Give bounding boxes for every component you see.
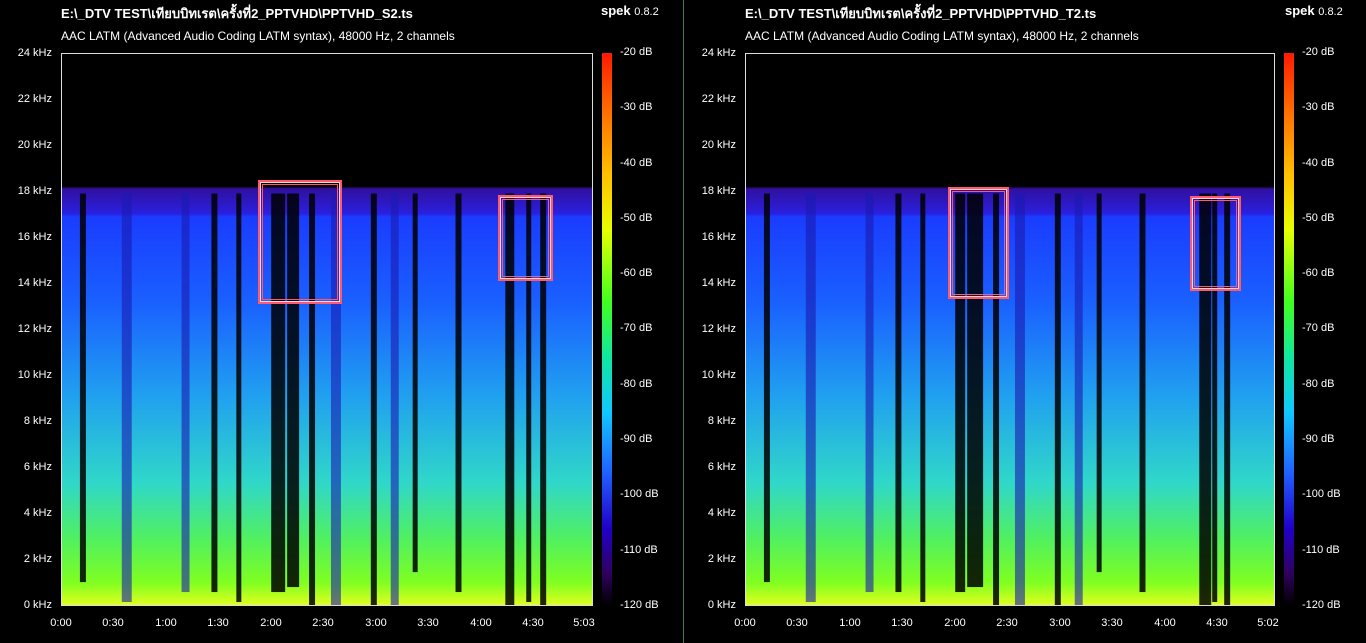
x-tick-label: 5:03 xyxy=(573,617,595,629)
y-tick-label: 22 kHz xyxy=(701,93,736,105)
y-tick-label: 6 kHz xyxy=(707,461,736,473)
app-name: spek xyxy=(1285,3,1315,18)
y-tick-label: 0 kHz xyxy=(707,599,736,611)
colorbar xyxy=(1284,53,1294,606)
x-tick-label: 4:00 xyxy=(470,617,492,629)
y-tick-label: 16 kHz xyxy=(17,231,52,243)
db-tick-label: -50 dB xyxy=(1302,212,1335,224)
app-version-label: spek 0.8.2 xyxy=(601,3,659,18)
db-tick-label: -100 dB xyxy=(620,488,659,500)
x-tick-label: 2:30 xyxy=(996,617,1018,629)
y-tick-label: 10 kHz xyxy=(701,369,736,381)
app-name: spek xyxy=(601,3,631,18)
db-tick-label: -20 dB xyxy=(620,46,653,58)
y-tick-label: 12 kHz xyxy=(17,323,52,335)
x-tick-label: 3:30 xyxy=(417,617,439,629)
x-tick-label: 3:00 xyxy=(1049,617,1071,629)
spectrogram-panel-left: E:\_DTV TEST\เทียบบิทเรต\ครั้งที่2_PPTVH… xyxy=(17,3,659,629)
y-tick-label: 2 kHz xyxy=(707,553,736,565)
y-tick-label: 24 kHz xyxy=(17,47,52,59)
app-version-label: spek 0.8.2 xyxy=(1285,3,1343,18)
db-tick-label: -60 dB xyxy=(620,267,653,279)
x-tick-label: 3:30 xyxy=(1101,617,1123,629)
x-tick-label: 1:30 xyxy=(207,617,229,629)
db-tick-label: -90 dB xyxy=(620,433,653,445)
db-tick-label: -20 dB xyxy=(1302,46,1335,58)
db-tick-label: -100 dB xyxy=(1302,488,1341,500)
audio-format-info: AAC LATM (Advanced Audio Coding LATM syn… xyxy=(61,29,455,43)
y-tick-label: 0 kHz xyxy=(23,599,52,611)
y-tick-label: 20 kHz xyxy=(17,139,52,151)
x-tick-label: 0:30 xyxy=(102,617,124,629)
highlight-box xyxy=(948,187,1009,299)
y-tick-label: 14 kHz xyxy=(701,277,736,289)
x-tick-label: 2:00 xyxy=(944,617,966,629)
db-tick-label: -120 dB xyxy=(620,599,659,611)
y-tick-label: 6 kHz xyxy=(23,461,52,473)
db-tick-label: -70 dB xyxy=(1302,322,1335,334)
db-tick-label: -60 dB xyxy=(1302,267,1335,279)
x-tick-label: 1:30 xyxy=(891,617,913,629)
file-path-title: E:\_DTV TEST\เทียบบิทเรต\ครั้งที่2_PPTVH… xyxy=(745,6,1097,21)
y-tick-label: 16 kHz xyxy=(701,231,736,243)
x-tick-label: 0:30 xyxy=(786,617,808,629)
x-tick-label: 0:00 xyxy=(734,617,756,629)
spectrogram-plot[interactable] xyxy=(745,53,1275,606)
y-tick-label: 10 kHz xyxy=(17,369,52,381)
y-tick-label: 24 kHz xyxy=(701,47,736,59)
y-tick-label: 4 kHz xyxy=(23,507,52,519)
file-path-title: E:\_DTV TEST\เทียบบิทเรต\ครั้งที่2_PPTVH… xyxy=(61,6,413,21)
db-tick-label: -70 dB xyxy=(620,322,653,334)
db-tick-label: -40 dB xyxy=(620,157,653,169)
db-tick-label: -80 dB xyxy=(620,378,653,390)
spectrogram-plot[interactable] xyxy=(61,53,593,606)
db-tick-label: -120 dB xyxy=(1302,599,1341,611)
y-tick-label: 20 kHz xyxy=(701,139,736,151)
y-tick-label: 22 kHz xyxy=(17,93,52,105)
panel-divider xyxy=(683,0,684,643)
db-tick-label: -80 dB xyxy=(1302,378,1335,390)
x-tick-label: 3:00 xyxy=(365,617,387,629)
y-tick-label: 18 kHz xyxy=(17,185,52,197)
db-tick-label: -30 dB xyxy=(620,101,653,113)
x-tick-label: 4:30 xyxy=(522,617,544,629)
colorbar xyxy=(602,53,612,606)
db-tick-label: -50 dB xyxy=(620,212,653,224)
x-tick-label: 1:00 xyxy=(155,617,177,629)
x-tick-label: 5:02 xyxy=(1257,617,1279,629)
x-tick-label: 4:30 xyxy=(1206,617,1228,629)
y-tick-label: 2 kHz xyxy=(23,553,52,565)
db-tick-label: -40 dB xyxy=(1302,157,1335,169)
db-tick-label: -90 dB xyxy=(1302,433,1335,445)
y-tick-label: 14 kHz xyxy=(17,277,52,289)
y-tick-label: 8 kHz xyxy=(707,415,736,427)
db-tick-label: -110 dB xyxy=(620,544,658,556)
y-tick-label: 4 kHz xyxy=(707,507,736,519)
app-version: 0.8.2 xyxy=(634,6,659,18)
y-tick-label: 12 kHz xyxy=(701,323,736,335)
x-tick-label: 2:30 xyxy=(312,617,334,629)
x-tick-label: 4:00 xyxy=(1154,617,1176,629)
y-tick-label: 18 kHz xyxy=(701,185,736,197)
spectrogram-panel-right: E:\_DTV TEST\เทียบบิทเรต\ครั้งที่2_PPTVH… xyxy=(684,0,1366,643)
highlight-box xyxy=(498,195,553,281)
spectrogram-image xyxy=(746,54,1274,605)
x-tick-label: 1:00 xyxy=(839,617,861,629)
db-tick-label: -30 dB xyxy=(1302,101,1335,113)
audio-format-info: AAC LATM (Advanced Audio Coding LATM syn… xyxy=(745,29,1139,43)
db-tick-label: -110 dB xyxy=(1302,544,1340,556)
x-tick-label: 2:00 xyxy=(260,617,282,629)
y-tick-label: 8 kHz xyxy=(23,415,52,427)
app-version: 0.8.2 xyxy=(1318,6,1343,18)
highlight-box xyxy=(258,180,342,304)
x-tick-label: 0:00 xyxy=(50,617,72,629)
highlight-box xyxy=(1190,196,1241,291)
spectrogram-image xyxy=(62,54,592,605)
